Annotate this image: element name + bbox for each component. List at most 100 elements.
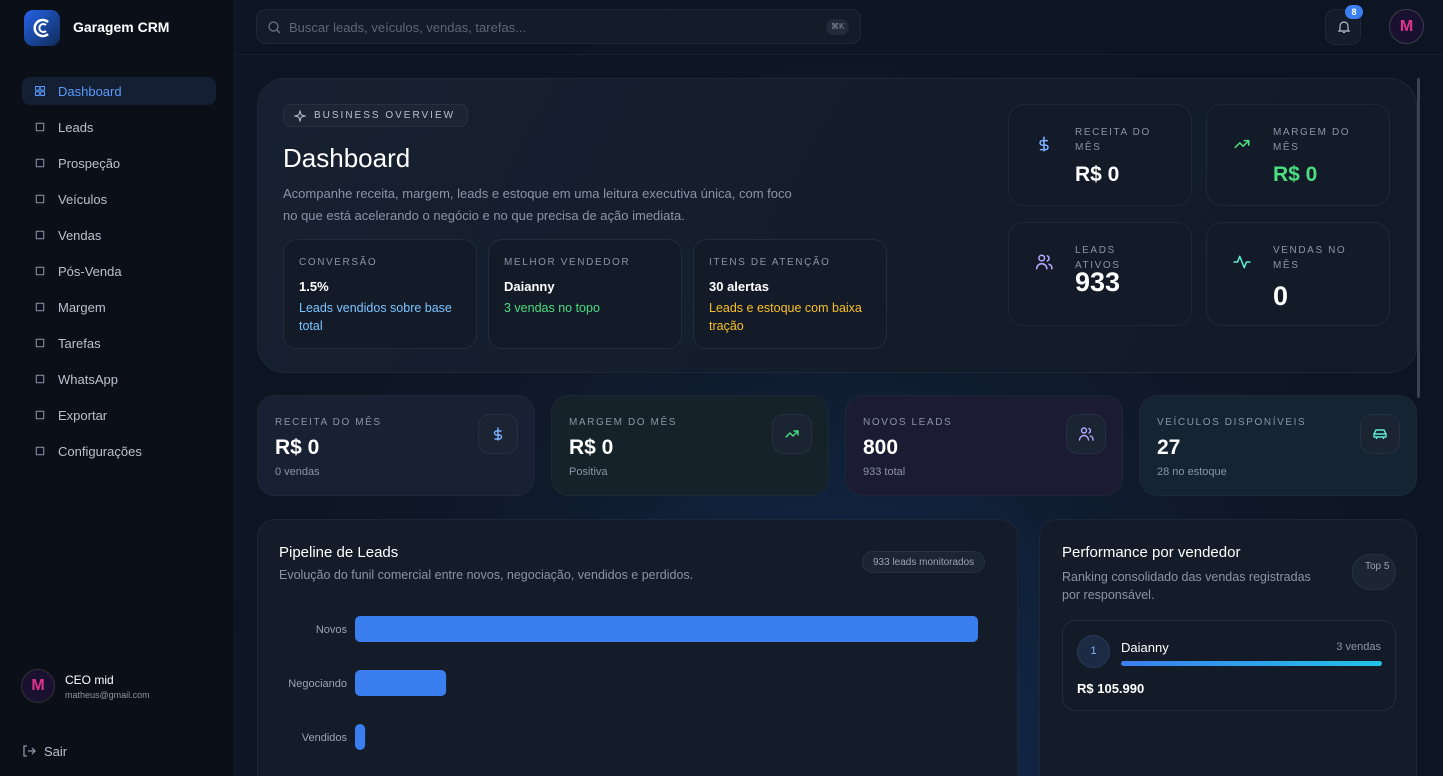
nav-label: Exportar: [58, 407, 108, 423]
user-name: CEO mid: [65, 673, 114, 687]
pipeline-title: Pipeline de Leads: [279, 544, 399, 561]
kpi-icon: [478, 414, 518, 454]
insight-card: MELHOR VENDEDOR Daianny 3 vendas no topo: [488, 239, 682, 349]
kpi-note: 28 no estoque: [1157, 466, 1227, 478]
logout-icon: [23, 745, 36, 757]
notification-count: 8: [1345, 5, 1363, 19]
insight-card: ITENS DE ATENÇÃO 30 alertas Leads e estoqu…: [693, 239, 887, 349]
stat-value: R$ 0: [1075, 163, 1120, 186]
kpi-note: Positiva: [569, 466, 608, 478]
kpi-icon: [772, 414, 812, 454]
notifications-button[interactable]: [1325, 9, 1361, 45]
nav-item[interactable]: Tarefas: [22, 329, 216, 357]
profile-avatar[interactable]: M: [1389, 9, 1424, 44]
insight-note: Leads e estoque com baixa tração: [709, 301, 862, 333]
kpi-value: 800: [863, 436, 899, 459]
category-label: Negociando: [288, 678, 347, 690]
overview-title: Dashboard: [283, 143, 411, 173]
seller-revenue: R$ 105.990: [1077, 681, 1145, 696]
kpi-icon: [1360, 414, 1400, 454]
insight-label: CONVERSÃO: [299, 257, 378, 268]
insight-value: 30 alertas: [709, 279, 769, 294]
category-label: Vendidos: [302, 732, 348, 744]
stat-label: VENDAS NO MÊS: [1273, 245, 1347, 271]
scrollbar[interactable]: [1417, 78, 1420, 398]
overview-badge-text: BUSINESS OVERVIEW: [314, 110, 456, 121]
insight-label: MELHOR VENDEDOR: [504, 257, 631, 268]
logout-button[interactable]: Sair: [44, 744, 68, 759]
nav-label: WhatsApp: [58, 371, 118, 387]
nav-label: Tarefas: [58, 335, 101, 351]
nav-item[interactable]: Dashboard: [22, 77, 216, 105]
nav-label: Pós-Venda: [58, 263, 122, 279]
nav-label: Veículos: [58, 191, 108, 207]
stat-icon: [1035, 135, 1053, 153]
insight-value: 1.5%: [299, 279, 329, 294]
seller-name: Daianny: [1121, 640, 1169, 655]
kpi-card: VEÍCULOS DISPONÍVEIS 27 28 no estoque: [1139, 395, 1417, 496]
nav-item[interactable]: Vendas: [22, 221, 216, 249]
nav-item[interactable]: Margem: [22, 293, 216, 321]
pipeline-subtitle: Evolução do funil comercial entre novos,…: [279, 568, 694, 582]
stat-label: RECEITA DO MÊS: [1075, 127, 1151, 153]
pipeline-card: Pipeline de Leads Evolução do funil come…: [257, 519, 1018, 776]
app-name: Garagem CRM: [73, 19, 170, 35]
kpi-value: 27: [1157, 436, 1181, 459]
nav-item[interactable]: Configurações: [22, 437, 216, 465]
nav-label: Dashboard: [58, 83, 122, 99]
kpi-note: 933 total: [863, 466, 906, 478]
ranking-item: 1 Daianny 3 vendas R$ 105.990: [1062, 620, 1396, 711]
bar: [355, 670, 447, 696]
bar: [355, 724, 366, 750]
stat-value: 933: [1075, 267, 1121, 297]
nav-label: Vendas: [58, 227, 102, 243]
stat-label: LEADS ATIVOS: [1075, 245, 1121, 271]
stat-card: RECEITA DO MÊS R$ 0: [1008, 104, 1192, 206]
nav-label: Margem: [58, 299, 106, 315]
nav-item[interactable]: Exportar: [22, 401, 216, 429]
app-logo: [24, 10, 60, 46]
main: Buscar leads, veículos, vendas, tarefas.…: [235, 0, 1443, 776]
overview-badge: BUSINESS OVERVIEW: [283, 104, 469, 127]
kpi-icon: [1066, 414, 1106, 454]
nav-item[interactable]: WhatsApp: [22, 365, 216, 393]
stat-value: 0: [1273, 281, 1289, 311]
seller-sales: 3 vendas: [1336, 641, 1381, 653]
kpi-label: MARGEM DO MÊS: [569, 417, 678, 428]
performance-subtitle: Ranking consolidado das vendas registrad…: [1062, 570, 1311, 602]
user-email: matheus@gmail.com: [65, 690, 150, 700]
insight-value: Daianny: [504, 279, 555, 294]
insight-card: CONVERSÃO 1.5% Leads vendidos sobre base t…: [283, 239, 477, 349]
kpi-value: R$ 0: [275, 436, 320, 459]
nav-label: Leads: [58, 119, 94, 135]
kpi-label: NOVOS LEADS: [863, 417, 953, 428]
overview-description: Acompanhe receita, margem, leads e estoq…: [283, 186, 792, 223]
insight-label: ITENS DE ATENÇÃO: [709, 257, 831, 268]
category-label: Novos: [316, 624, 348, 636]
nav-item[interactable]: Leads: [22, 113, 216, 141]
kpi-card: NOVOS LEADS 800 933 total: [845, 395, 1123, 496]
sidebar: Garagem CRM Dashboard Leads Prospeção Veícu…: [0, 0, 235, 776]
stat-value: R$ 0: [1273, 163, 1318, 186]
insight-note: 3 vendas no topo: [504, 301, 600, 315]
nav-item[interactable]: Prospeção: [22, 149, 216, 177]
bar: [355, 616, 978, 642]
nav-item[interactable]: Veículos: [22, 185, 216, 213]
kpi-card: RECEITA DO MÊS R$ 0 0 vendas: [257, 395, 535, 496]
search-box[interactable]: Buscar leads, veículos, vendas, tarefas.…: [256, 9, 861, 44]
stat-card: VENDAS NO MÊS 0: [1206, 222, 1390, 326]
topbar: [235, 0, 1443, 55]
stat-icon: [1233, 135, 1251, 153]
stat-label: MARGEM DO MÊS: [1273, 127, 1351, 153]
search-shortcut: ⌘K: [826, 19, 850, 35]
stat-icon: [1233, 253, 1251, 271]
nav-label: Configurações: [58, 443, 142, 459]
kpi-label: RECEITA DO MÊS: [275, 417, 382, 428]
performance-title: Performance por vendedor: [1062, 544, 1241, 561]
nav-item[interactable]: Pós-Venda: [22, 257, 216, 285]
user-avatar[interactable]: M: [21, 669, 55, 703]
pipeline-chart: Novos Negociando Vendidos: [288, 616, 978, 750]
insight-note: Leads vendidos sobre base total: [299, 301, 452, 333]
